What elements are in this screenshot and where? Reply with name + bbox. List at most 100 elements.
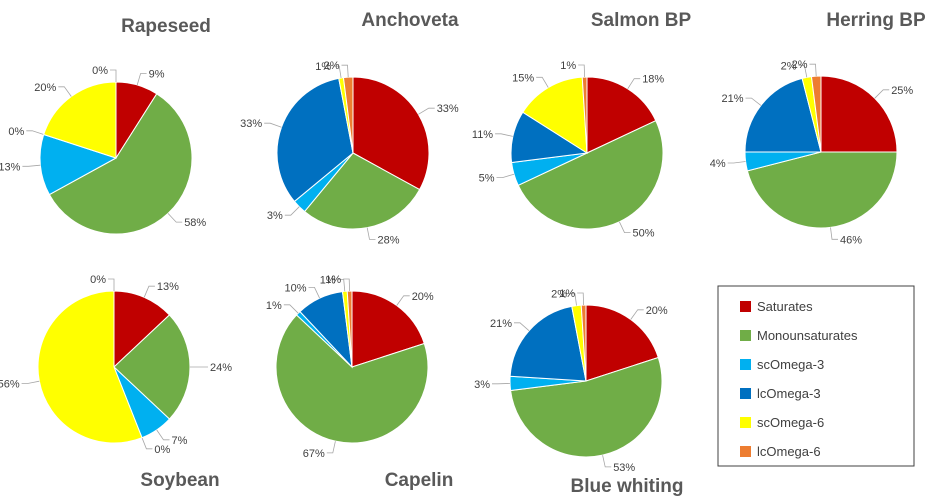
leader-line-lcomega-3	[264, 122, 282, 128]
leader-line-lcomega-6	[343, 278, 350, 292]
data-label-monounsaturates: 24%	[210, 362, 232, 374]
pie-slice-lcomega-6	[346, 290, 353, 368]
pie-slice-monounsaturates	[48, 93, 193, 235]
leader-line-lcomega-6	[577, 292, 584, 306]
data-label-monounsaturates: 50%	[633, 228, 655, 240]
data-label-lcomega-3: 33%	[240, 118, 262, 130]
legend-swatch-scomega-3	[740, 359, 751, 370]
chart-title: Capelin	[385, 470, 454, 491]
chart-title: Salmon BP	[591, 10, 692, 31]
legend-label-lcomega-3: lcOmega-3	[757, 386, 821, 401]
leader-line-lcomega-6	[341, 64, 349, 78]
data-label-saturates: 13%	[157, 281, 179, 293]
data-label-monounsaturates: 53%	[613, 462, 635, 474]
leader-line-scomega-3	[156, 429, 170, 441]
pie-slice-lcomega-6	[342, 76, 354, 154]
leader-line-scomega-3	[727, 161, 746, 164]
data-label-scomega-6: 56%	[0, 379, 20, 391]
leader-line-scomega-3	[283, 304, 299, 314]
pie-slice-scomega-6	[37, 290, 143, 444]
leader-line-scomega-6	[798, 65, 808, 78]
leader-line-monounsaturates	[602, 455, 612, 468]
leader-line-scomega-6	[536, 76, 549, 88]
pie-slice-saturates	[585, 304, 659, 382]
data-label-lcomega-6: 0%	[90, 274, 106, 286]
data-label-scomega-3: 13%	[0, 161, 21, 173]
leader-line-lcomega-3	[308, 286, 320, 299]
data-label-saturates: 25%	[891, 85, 913, 97]
data-label-lcomega-3: 21%	[721, 93, 743, 105]
data-label-saturates: 18%	[642, 74, 664, 86]
pie-slice-saturates	[820, 75, 898, 153]
leader-line-lcomega-3	[26, 130, 44, 135]
leader-line-scomega-3	[284, 206, 300, 216]
pie-chart-anchoveta: Anchoveta 33% 28% 3% 33% 1%2%	[240, 10, 459, 246]
data-label-scomega-6: 1%	[320, 274, 336, 286]
data-label-lcomega-3: 0%	[8, 126, 24, 138]
leader-line-lcomega-3	[495, 133, 513, 137]
data-label-lcomega-6: 1%	[560, 60, 576, 72]
legend: Saturates Monounsaturates scOmega-3 lcOmega…	[717, 285, 915, 467]
leader-line-lcomega-6	[108, 278, 115, 291]
chart-title: Soybean	[140, 470, 219, 491]
pie-chart-salmon-bp: Salmon BP 18% 50% 5% 11% 15% 1%	[472, 10, 692, 240]
data-label-scomega-6: 15%	[512, 72, 534, 84]
data-label-scomega-6: 1%	[315, 61, 331, 73]
leader-line-monounsaturates	[366, 227, 376, 240]
leader-line-lcomega-6	[110, 69, 117, 82]
pie-slice-monounsaturates	[303, 152, 421, 230]
data-label-monounsaturates: 58%	[184, 217, 206, 229]
leader-line-saturates	[874, 89, 890, 99]
pie-slice-scomega-6	[43, 81, 117, 159]
legend-swatch-scomega-6	[740, 417, 751, 428]
data-label-scomega-6: 2%	[781, 61, 797, 73]
leader-line-lcomega-3	[141, 437, 153, 450]
leader-line-scomega-3	[22, 164, 41, 167]
pie-slice-lcomega-3	[509, 305, 587, 382]
data-label-lcomega-6: 0%	[92, 65, 108, 77]
data-label-scomega-3: 4%	[710, 158, 726, 170]
data-label-saturates: 20%	[412, 291, 434, 303]
pie-slice-monounsaturates	[517, 119, 664, 230]
data-label-lcomega-6: 2%	[792, 59, 808, 71]
leader-line-saturates	[418, 107, 435, 115]
leader-line-monounsaturates	[167, 213, 183, 223]
pie-chart-herring-bp: Herring BP 25% 46% 4% 21% 2%2%	[710, 10, 926, 246]
leader-line-scomega-6	[58, 86, 72, 97]
leader-line-saturates	[136, 73, 147, 86]
leader-line-scomega-3	[496, 173, 515, 179]
data-label-saturates: 20%	[646, 305, 668, 317]
data-label-scomega-3: 3%	[267, 210, 283, 222]
leader-line-lcomega-6	[809, 63, 817, 77]
pie-slice-monounsaturates	[510, 356, 663, 458]
leader-line-scomega-6	[21, 380, 40, 384]
legend-label-scomega-6: scOmega-6	[757, 415, 824, 430]
data-label-lcomega-3: 21%	[490, 318, 512, 330]
legend-swatch-lcomega-6	[740, 446, 751, 457]
pie-slice-monounsaturates	[275, 314, 429, 444]
leader-line-saturates	[630, 309, 644, 320]
leader-line-monounsaturates	[326, 441, 336, 454]
chart-title: Herring BP	[826, 10, 926, 31]
leader-line-saturates	[627, 78, 641, 90]
legend-label-saturates: Saturates	[757, 299, 813, 314]
legend-swatch-lcomega-3	[740, 388, 751, 399]
pie-slice-monounsaturates	[746, 151, 898, 229]
leader-line-monounsaturates	[830, 227, 838, 240]
data-label-scomega-6: 2%	[551, 289, 567, 301]
data-label-monounsaturates: 46%	[840, 234, 862, 246]
data-label-monounsaturates: 67%	[303, 448, 325, 460]
data-label-lcomega-3: 11%	[472, 129, 493, 141]
leader-line-saturates	[396, 295, 410, 306]
pie-slice-lcomega-6	[580, 304, 587, 382]
data-label-scomega-3: 5%	[479, 173, 495, 185]
pie-slice-lcomega-6	[810, 75, 822, 153]
legend-swatch-saturates	[740, 301, 751, 312]
data-label-scomega-6: 20%	[34, 82, 56, 94]
legend-box	[717, 285, 915, 467]
leader-line-saturates	[143, 285, 155, 298]
leader-line-lcomega-6	[578, 64, 585, 78]
data-label-scomega-3: 3%	[474, 379, 490, 391]
